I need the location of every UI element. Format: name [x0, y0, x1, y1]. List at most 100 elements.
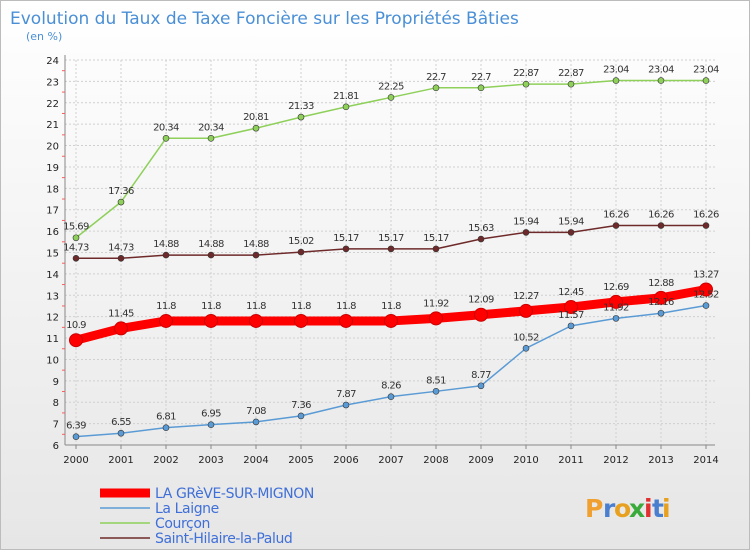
data-point-la-gr-ve-sur-mignon — [474, 307, 488, 322]
data-label-cour-on: 22.25 — [378, 81, 404, 92]
data-point-la-gr-ve-sur-mignon — [384, 313, 398, 328]
data-point-cour-on — [567, 80, 575, 88]
data-label-cour-on: 20.34 — [198, 122, 224, 133]
data-point-la-laigne — [207, 421, 215, 428]
y-tick-label: 12 — [46, 313, 59, 324]
data-label-saint-hilaire-la-palud: 15.94 — [513, 216, 539, 227]
data-point-saint-hilaire-la-palud — [342, 245, 350, 253]
x-tick-label: 2014 — [693, 455, 718, 466]
data-label-la-gr-ve-sur-mignon: 12.27 — [513, 291, 539, 302]
data-point-la-gr-ve-sur-mignon — [114, 321, 128, 336]
data-label-cour-on: 22.7 — [471, 72, 491, 83]
y-tick-label: 22 — [46, 99, 59, 110]
data-point-cour-on — [117, 198, 125, 206]
data-point-saint-hilaire-la-palud — [477, 235, 485, 243]
data-point-cour-on — [432, 84, 440, 92]
data-point-la-gr-ve-sur-mignon — [69, 333, 83, 348]
x-tick-label: 2012 — [603, 455, 628, 466]
data-label-la-gr-ve-sur-mignon: 12.09 — [468, 295, 494, 306]
data-label-la-gr-ve-sur-mignon: 11.8 — [291, 301, 311, 312]
data-point-la-gr-ve-sur-mignon — [429, 311, 443, 326]
data-label-saint-hilaire-la-palud: 14.73 — [63, 242, 89, 253]
data-label-cour-on: 21.81 — [333, 91, 359, 102]
series-group — [69, 77, 713, 440]
data-point-cour-on — [297, 113, 305, 121]
y-tick-label: 24 — [46, 56, 59, 67]
data-point-saint-hilaire-la-palud — [657, 222, 665, 229]
data-label-cour-on: 23.04 — [648, 65, 674, 76]
data-point-saint-hilaire-la-palud — [252, 251, 260, 259]
data-label-saint-hilaire-la-palud: 15.02 — [288, 236, 314, 247]
data-label-la-gr-ve-sur-mignon: 11.45 — [108, 308, 134, 319]
data-label-cour-on: 23.04 — [693, 65, 719, 76]
data-label-la-laigne: 11.92 — [603, 302, 629, 313]
data-label-saint-hilaire-la-palud: 14.73 — [108, 242, 134, 253]
data-point-saint-hilaire-la-palud — [162, 251, 170, 259]
data-label-saint-hilaire-la-palud: 14.88 — [153, 239, 179, 250]
data-point-la-laigne — [297, 412, 305, 420]
data-point-la-gr-ve-sur-mignon — [249, 313, 263, 328]
data-point-la-laigne — [612, 315, 620, 322]
data-label-saint-hilaire-la-palud: 16.26 — [648, 210, 674, 221]
data-label-la-laigne: 6.95 — [201, 409, 221, 420]
y-tick-label: 17 — [46, 206, 59, 217]
data-label-la-laigne: 10.52 — [513, 332, 539, 343]
x-tick-label: 2010 — [513, 455, 538, 466]
data-point-cour-on — [252, 124, 260, 132]
data-label-la-laigne: 12.16 — [648, 297, 674, 308]
data-point-la-gr-ve-sur-mignon — [204, 313, 218, 328]
data-point-saint-hilaire-la-palud — [612, 222, 620, 229]
data-label-saint-hilaire-la-palud: 16.26 — [603, 210, 629, 221]
data-label-la-gr-ve-sur-mignon: 10.9 — [66, 320, 86, 331]
x-tick-label: 2007 — [378, 455, 403, 466]
data-point-la-laigne — [477, 382, 485, 390]
logo-letter: r — [603, 494, 616, 523]
data-label-cour-on: 23.04 — [603, 65, 629, 76]
data-label-la-gr-ve-sur-mignon: 11.92 — [423, 298, 449, 309]
x-tick-label: 2013 — [648, 455, 673, 466]
data-point-la-gr-ve-sur-mignon — [609, 294, 623, 309]
data-point-cour-on — [207, 134, 215, 142]
x-tick-label: 2000 — [63, 455, 88, 466]
data-label-cour-on: 20.81 — [243, 112, 269, 123]
data-point-la-gr-ve-sur-mignon — [654, 290, 668, 305]
x-tick-label: 2002 — [153, 455, 178, 466]
data-label-la-laigne: 8.51 — [426, 375, 446, 386]
y-tick-label: 16 — [46, 227, 59, 238]
data-point-la-laigne — [342, 401, 350, 409]
data-label-saint-hilaire-la-palud: 15.17 — [378, 233, 404, 244]
data-label-la-laigne: 6.55 — [111, 417, 131, 428]
data-label-la-laigne: 7.36 — [291, 400, 311, 411]
legend-label-la-laigne: La Laigne — [155, 501, 219, 517]
data-label-la-laigne: 6.81 — [156, 412, 176, 423]
data-point-saint-hilaire-la-palud — [567, 229, 575, 236]
data-label-la-laigne: 7.87 — [336, 389, 356, 400]
logo-letter: t — [652, 494, 664, 523]
data-point-la-laigne — [387, 393, 395, 400]
y-tick-label: 23 — [46, 77, 59, 88]
data-point-saint-hilaire-la-palud — [117, 254, 125, 262]
data-label-la-gr-ve-sur-mignon: 12.45 — [558, 287, 584, 298]
y-tick-label: 21 — [46, 120, 59, 131]
y-tick-label: 13 — [46, 291, 59, 302]
data-label-cour-on: 20.34 — [153, 122, 179, 133]
y-tick-label: 19 — [46, 163, 59, 174]
y-tick-label: 9 — [53, 377, 59, 388]
logo-letter: i — [644, 494, 653, 523]
data-label-la-gr-ve-sur-mignon: 11.8 — [381, 301, 401, 312]
logo-letter: o — [614, 494, 631, 523]
data-label-la-gr-ve-sur-mignon: 11.8 — [336, 301, 356, 312]
x-tick-label: 2011 — [558, 455, 583, 466]
data-point-la-gr-ve-sur-mignon — [294, 313, 308, 328]
data-point-cour-on — [657, 77, 665, 84]
data-point-cour-on — [162, 134, 170, 142]
logo-letter: P — [585, 494, 603, 523]
x-tick-label: 2001 — [108, 455, 133, 466]
data-point-cour-on — [342, 103, 350, 111]
data-label-saint-hilaire-la-palud: 15.17 — [423, 233, 449, 244]
data-label-la-gr-ve-sur-mignon: 11.8 — [246, 301, 266, 312]
legend-label-cour-on: Courçon — [155, 516, 210, 532]
